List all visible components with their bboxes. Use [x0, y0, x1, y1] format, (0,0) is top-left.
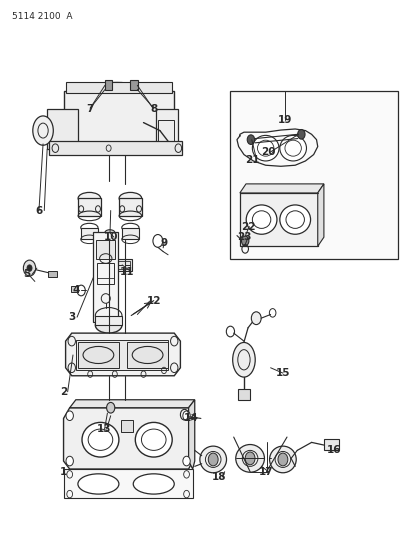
Text: 6: 6 [35, 206, 43, 215]
Ellipse shape [95, 317, 122, 333]
Ellipse shape [279, 205, 310, 235]
Text: 14: 14 [183, 414, 198, 423]
Text: 5114 2100  A: 5114 2100 A [12, 12, 73, 21]
Circle shape [241, 236, 248, 246]
Ellipse shape [252, 135, 278, 161]
Ellipse shape [119, 192, 142, 204]
Ellipse shape [279, 135, 306, 161]
Circle shape [27, 265, 32, 271]
Text: 16: 16 [326, 446, 341, 455]
Text: 13: 13 [97, 424, 112, 434]
Bar [229, 91, 397, 259]
Circle shape [66, 456, 73, 466]
Bar [104, 80, 112, 90]
Bar [78, 198, 101, 216]
Circle shape [251, 312, 261, 325]
Circle shape [247, 135, 254, 144]
Bar [76, 340, 168, 370]
Bar [112, 259, 132, 271]
Text: 1: 1 [60, 467, 67, 477]
Circle shape [208, 453, 218, 466]
Ellipse shape [235, 445, 264, 472]
Ellipse shape [67, 83, 166, 141]
Bar [130, 80, 137, 90]
Bar [239, 193, 317, 246]
Bar [95, 316, 121, 325]
Bar [81, 228, 98, 239]
Text: 4: 4 [72, 286, 79, 295]
Ellipse shape [135, 422, 172, 457]
Ellipse shape [78, 474, 119, 494]
Text: 2: 2 [60, 387, 67, 397]
Bar [121, 420, 133, 432]
Text: 17: 17 [258, 467, 273, 477]
Bar [121, 228, 139, 239]
Polygon shape [239, 184, 323, 193]
Circle shape [182, 411, 190, 421]
Text: 12: 12 [146, 296, 161, 306]
Circle shape [182, 456, 190, 466]
Text: 20: 20 [261, 147, 275, 157]
Polygon shape [188, 400, 194, 469]
Text: 11: 11 [119, 267, 134, 277]
Circle shape [106, 402, 115, 413]
Ellipse shape [33, 116, 53, 145]
Ellipse shape [56, 125, 63, 136]
Text: 8: 8 [150, 104, 157, 114]
Polygon shape [63, 408, 192, 469]
Text: 21: 21 [244, 155, 259, 165]
Bar [323, 439, 339, 450]
Text: 10: 10 [103, 232, 118, 242]
Bar [96, 240, 115, 259]
Ellipse shape [269, 446, 295, 473]
Text: 7: 7 [86, 104, 94, 114]
Bar [63, 469, 192, 498]
Text: 3: 3 [68, 312, 75, 322]
Bar [48, 271, 57, 277]
Ellipse shape [133, 474, 174, 494]
Bar [237, 389, 249, 400]
Ellipse shape [82, 422, 119, 457]
Text: 23: 23 [236, 232, 251, 242]
Text: 22: 22 [240, 222, 255, 231]
Circle shape [277, 453, 287, 466]
Text: 15: 15 [275, 368, 290, 378]
Text: 9: 9 [160, 238, 167, 247]
Bar [127, 342, 168, 368]
Ellipse shape [232, 342, 254, 377]
Bar [65, 82, 172, 93]
Bar [63, 91, 174, 144]
Polygon shape [317, 184, 323, 246]
Circle shape [66, 411, 73, 421]
Ellipse shape [200, 446, 226, 473]
Polygon shape [65, 333, 180, 376]
Text: 18: 18 [211, 472, 226, 482]
Bar [47, 109, 78, 149]
Ellipse shape [46, 110, 73, 150]
Text: 19: 19 [277, 115, 292, 125]
Polygon shape [70, 400, 194, 408]
Bar [70, 286, 78, 292]
Ellipse shape [105, 230, 115, 236]
Ellipse shape [245, 205, 276, 235]
Bar [115, 261, 130, 269]
Ellipse shape [78, 192, 100, 204]
Circle shape [245, 452, 254, 465]
Circle shape [297, 130, 304, 139]
Bar [93, 232, 118, 322]
Bar [157, 120, 174, 141]
Bar [119, 198, 142, 216]
Text: 5: 5 [23, 270, 30, 279]
Circle shape [23, 260, 36, 276]
Bar [78, 342, 119, 368]
Bar [97, 263, 113, 284]
Bar [49, 141, 182, 155]
Bar [155, 109, 178, 144]
